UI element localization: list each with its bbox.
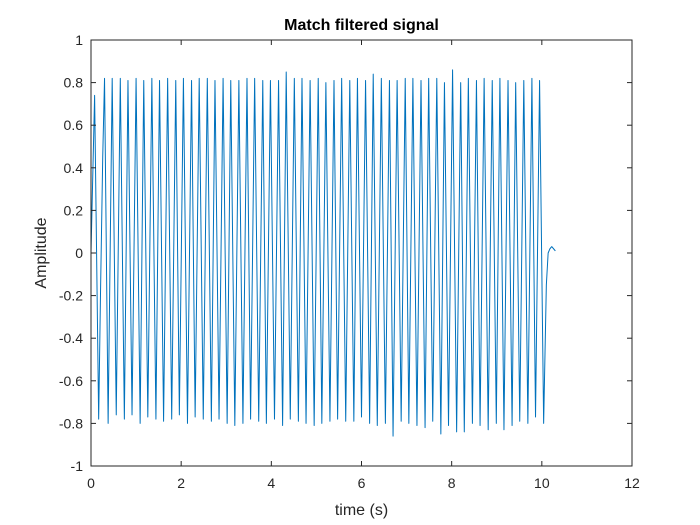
y-tick-label: 0.6	[64, 117, 84, 133]
y-tick-label: -0.8	[59, 415, 83, 431]
y-tick-label: 0.8	[64, 75, 84, 91]
x-tick-label: 4	[267, 475, 275, 491]
series-line-1	[90, 69, 556, 437]
x-tick-label: 6	[358, 475, 366, 491]
y-axis-label: Amplitude	[33, 217, 50, 288]
y-tick-label: -0.6	[59, 373, 83, 389]
y-tick-label: -1	[71, 458, 84, 474]
x-tick-label: 0	[87, 475, 95, 491]
chart-title: Match filtered signal	[284, 17, 439, 34]
x-tick-label: 8	[448, 475, 456, 491]
x-tick-label: 12	[624, 475, 640, 491]
y-tick-label: 0	[75, 245, 83, 261]
x-axis-label: time (s)	[335, 502, 388, 519]
tick-layer: 0 2 4 6 8 10 12 -1 -0.8 -0.6 -0.4 -0.2 0 0.2 0.4 0.6 0.8…	[59, 32, 640, 491]
y-tick-label: 0.2	[64, 202, 84, 218]
y-tick-label: 1	[75, 32, 83, 48]
y-tick-label: -0.2	[59, 288, 83, 304]
x-tick-label: 10	[534, 475, 550, 491]
line-layer	[90, 69, 556, 437]
y-tick-label: -0.4	[59, 330, 83, 346]
x-tick-label: 2	[177, 475, 185, 491]
y-tick-label: 0.4	[64, 160, 84, 176]
